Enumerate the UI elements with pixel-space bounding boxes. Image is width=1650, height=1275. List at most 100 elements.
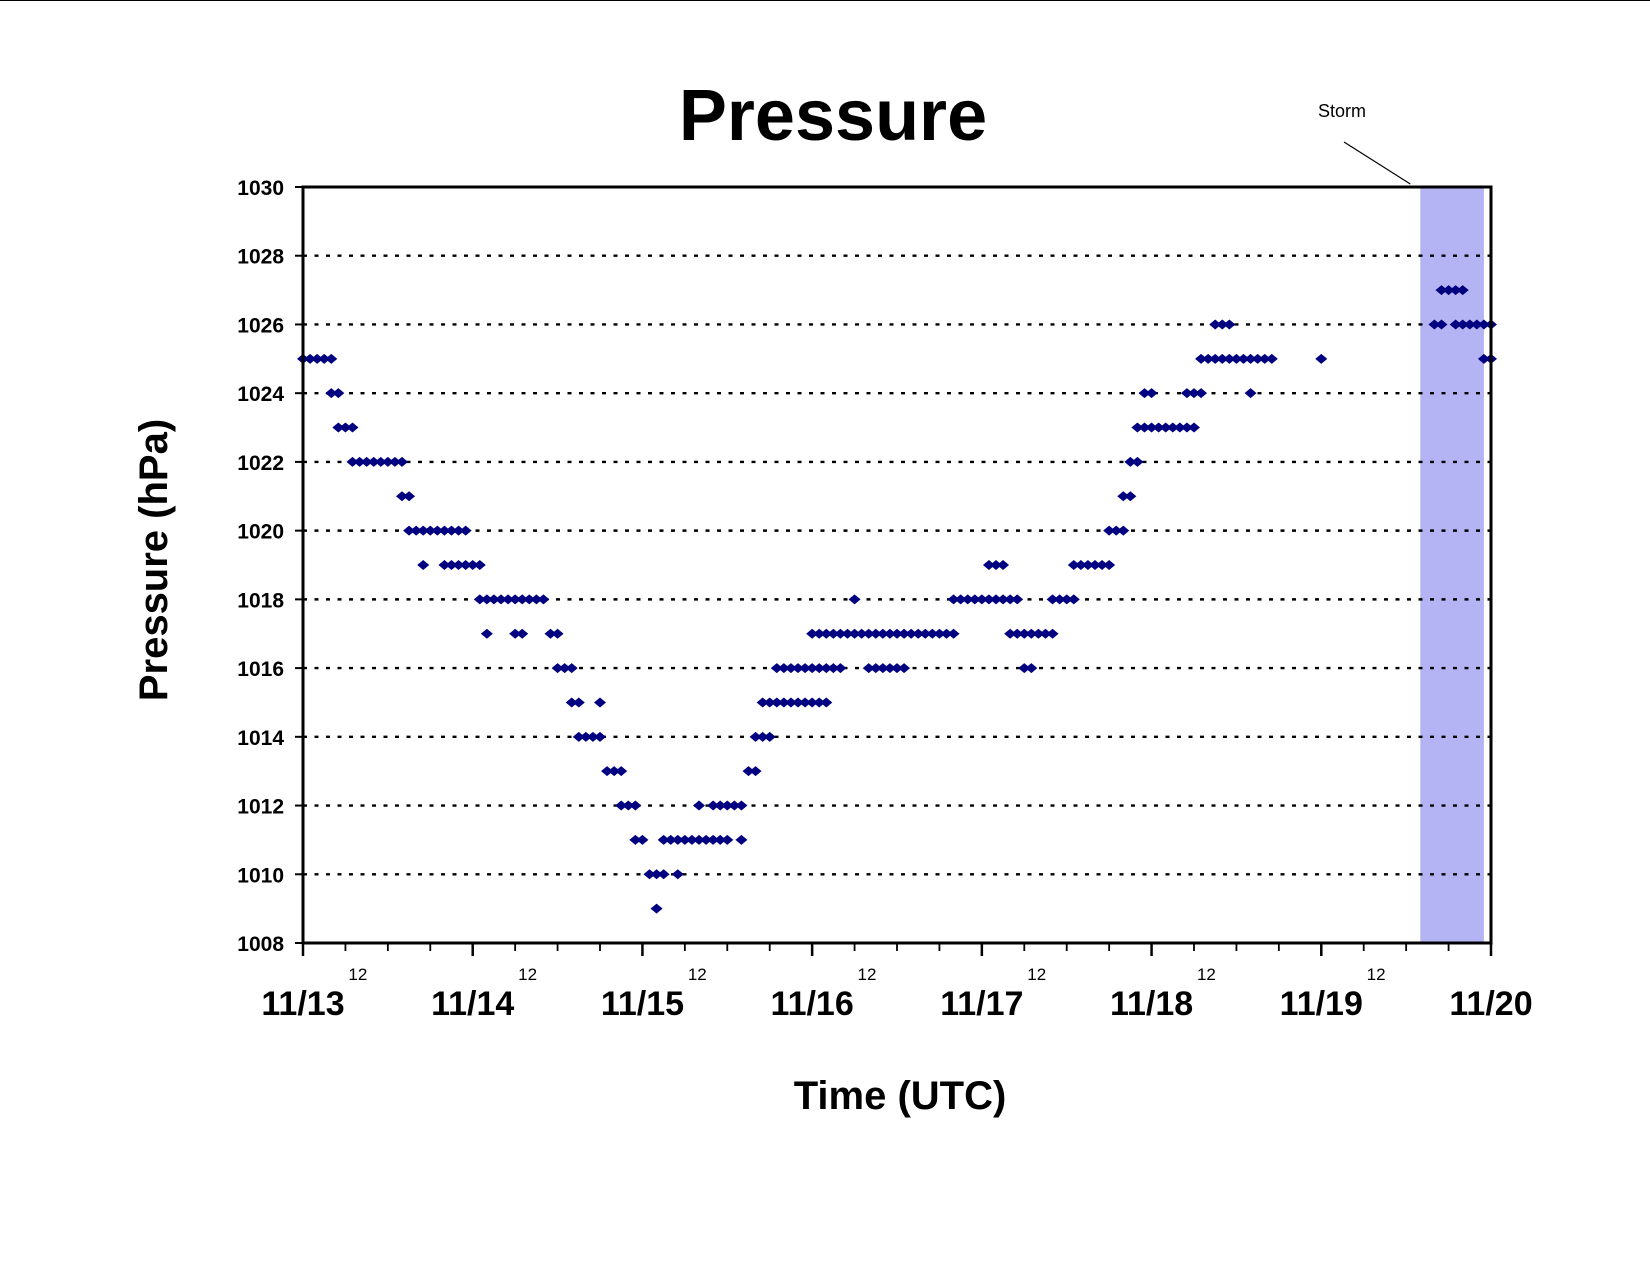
data-point bbox=[1216, 319, 1229, 330]
x-day-label: 11/17 bbox=[940, 985, 1023, 1023]
data-point bbox=[1138, 388, 1151, 399]
data-point bbox=[1258, 353, 1271, 364]
x-hour-label: 12 bbox=[858, 965, 877, 984]
data-point bbox=[452, 560, 465, 570]
data-point bbox=[325, 353, 338, 364]
x-hour-label: 12 bbox=[1367, 965, 1386, 984]
data-point bbox=[749, 766, 762, 777]
data-point bbox=[530, 594, 543, 605]
data-point bbox=[982, 594, 995, 605]
x-day-label: 11/13 bbox=[261, 985, 344, 1023]
data-point bbox=[1244, 353, 1257, 364]
data-point bbox=[459, 560, 472, 570]
data-point bbox=[396, 491, 408, 502]
data-point bbox=[403, 525, 416, 536]
data-point bbox=[1018, 628, 1031, 639]
data-point bbox=[869, 628, 882, 639]
data-point bbox=[445, 525, 458, 536]
data-point bbox=[473, 560, 486, 570]
data-point bbox=[792, 663, 804, 674]
data-point bbox=[1124, 456, 1137, 467]
y-tick-label: 1028 bbox=[237, 246, 284, 269]
data-point bbox=[982, 560, 995, 570]
data-point bbox=[594, 697, 606, 708]
y-axis-ticks: 1008 1010 1012 1014 1016 1018 1020 1022 1024 1026… bbox=[237, 177, 303, 956]
data-point bbox=[728, 800, 741, 811]
data-point bbox=[721, 800, 734, 811]
data-point bbox=[1103, 525, 1116, 536]
x-day-label: 11/14 bbox=[431, 985, 514, 1023]
data-point bbox=[544, 628, 557, 639]
y-tick-label: 1030 bbox=[237, 177, 284, 200]
data-point bbox=[707, 834, 720, 845]
data-point bbox=[1209, 319, 1222, 330]
data-point bbox=[1265, 353, 1278, 364]
data-point bbox=[749, 731, 762, 742]
x-day-label: 11/16 bbox=[771, 985, 854, 1023]
data-point bbox=[891, 663, 903, 674]
data-point bbox=[417, 525, 430, 536]
data-point bbox=[650, 903, 663, 914]
data-point bbox=[565, 663, 578, 674]
data-point bbox=[905, 628, 918, 639]
data-point bbox=[516, 594, 529, 605]
data-point bbox=[502, 594, 515, 605]
data-point bbox=[756, 731, 769, 742]
data-point bbox=[615, 766, 628, 777]
data-point bbox=[1089, 560, 1101, 570]
data-point bbox=[417, 560, 430, 570]
storm-annotation: Storm bbox=[1318, 101, 1484, 943]
data-point bbox=[1117, 491, 1130, 502]
data-point bbox=[615, 800, 628, 811]
data-point bbox=[1067, 560, 1080, 570]
data-point bbox=[1223, 319, 1236, 330]
data-point bbox=[473, 594, 486, 605]
data-point bbox=[1025, 628, 1038, 639]
data-point bbox=[1315, 353, 1328, 364]
data-point bbox=[714, 800, 727, 811]
data-point bbox=[848, 594, 861, 605]
data-point bbox=[579, 731, 592, 742]
data-point bbox=[452, 525, 465, 536]
data-point bbox=[594, 731, 606, 742]
data-point bbox=[509, 594, 522, 605]
data-point bbox=[1435, 319, 1448, 330]
x-hour-label: 12 bbox=[1027, 965, 1046, 984]
data-point bbox=[1237, 353, 1250, 364]
x-hour-label: 12 bbox=[688, 965, 707, 984]
data-point bbox=[806, 663, 819, 674]
data-point bbox=[487, 594, 500, 605]
data-point bbox=[891, 628, 903, 639]
data-point bbox=[664, 834, 677, 845]
data-point bbox=[841, 628, 854, 639]
data-point bbox=[608, 766, 621, 777]
data-point bbox=[1103, 560, 1116, 570]
data-point bbox=[1067, 594, 1080, 605]
y-tick-label: 1018 bbox=[237, 589, 284, 612]
data-point bbox=[990, 560, 1002, 570]
data-point bbox=[770, 663, 783, 674]
data-point bbox=[940, 628, 953, 639]
data-point bbox=[834, 628, 847, 639]
data-point bbox=[381, 456, 394, 467]
data-point bbox=[947, 594, 960, 605]
data-point bbox=[883, 663, 896, 674]
data-point bbox=[1004, 628, 1017, 639]
data-point bbox=[332, 388, 345, 399]
data-point bbox=[820, 628, 833, 639]
data-point bbox=[1011, 594, 1024, 605]
data-point bbox=[572, 697, 585, 708]
x-hour-label: 12 bbox=[518, 965, 537, 984]
data-point bbox=[1173, 422, 1186, 433]
data-point bbox=[1456, 319, 1469, 330]
data-point bbox=[1209, 353, 1222, 364]
data-point bbox=[410, 525, 423, 536]
data-point bbox=[784, 697, 797, 708]
data-point bbox=[551, 663, 564, 674]
storm-band bbox=[1420, 187, 1484, 943]
data-point bbox=[657, 869, 670, 880]
data-point bbox=[1138, 422, 1151, 433]
data-point bbox=[898, 663, 911, 674]
data-point bbox=[1456, 285, 1469, 296]
data-point bbox=[693, 834, 705, 845]
